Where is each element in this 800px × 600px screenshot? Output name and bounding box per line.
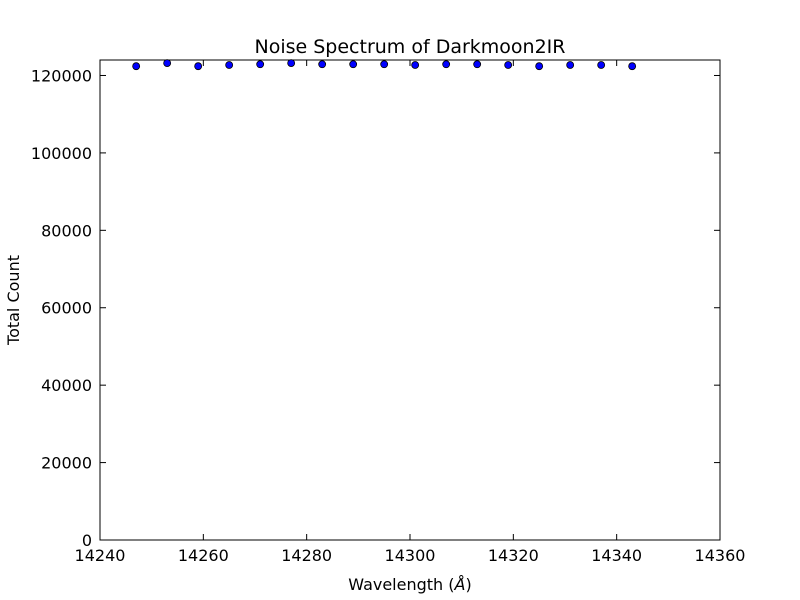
data-point (473, 60, 482, 69)
data-point (287, 59, 296, 67)
x-axis-label: Wavelength (Å) (348, 575, 471, 594)
y-tick-label: 120000 (31, 66, 92, 85)
y-axis-label: Total Count (4, 255, 23, 346)
data-point (442, 60, 451, 69)
x-tick-label: 14240 (75, 546, 126, 565)
x-tick-label: 14280 (281, 546, 332, 565)
data-point (318, 60, 327, 69)
y-tick-label: 100000 (31, 144, 92, 163)
x-tick-label: 14260 (178, 546, 229, 565)
x-axis-ticks: 14240 14260 14280 14300 14320 14340 14360 (75, 60, 746, 565)
y-tick-label: 60000 (41, 299, 92, 318)
data-point (535, 62, 544, 71)
data-point (597, 61, 606, 69)
data-point (132, 62, 141, 71)
data-point (194, 62, 203, 71)
x-tick-label: 14340 (591, 546, 642, 565)
data-points (132, 59, 637, 71)
data-point (349, 60, 358, 69)
x-tick-label: 14320 (488, 546, 539, 565)
data-point (504, 61, 513, 69)
x-tick-label: 14300 (385, 546, 436, 565)
y-tick-label: 80000 (41, 221, 92, 240)
data-point (411, 61, 420, 69)
y-tick-label: 20000 (41, 454, 92, 473)
data-point (256, 60, 265, 69)
data-point (380, 60, 389, 69)
data-point (566, 61, 575, 69)
y-tick-label: 40000 (41, 376, 92, 395)
y-axis-ticks: 0 20000 40000 60000 80000 100000 120000 (31, 66, 720, 550)
y-tick-label: 0 (82, 531, 92, 550)
plot-frame (99, 59, 721, 541)
data-point (225, 61, 234, 69)
chart-title: Noise Spectrum of Darkmoon2IR (255, 36, 566, 58)
data-point (628, 62, 637, 71)
data-point (163, 59, 172, 67)
x-tick-label: 14360 (695, 546, 746, 565)
